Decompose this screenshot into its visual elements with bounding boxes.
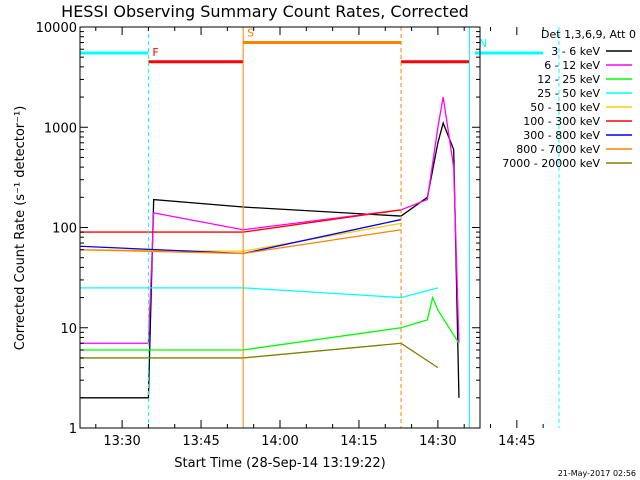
x-tick-label: 14:45 [498,434,535,449]
state-bar-label: N [479,37,487,50]
legend-label: 7000 - 20000 keV [502,157,600,170]
footer-timestamp: 21-May-2017 02:56 [558,469,636,478]
attenuator-state-bars: N F S [80,27,544,64]
series-line [80,121,460,399]
chart-title: HESSI Observing Summary Count Rates, Cor… [61,2,469,21]
y-tick-label: 10 [60,322,77,337]
state-bar-label: S [247,27,254,40]
state-bar-label: F [152,46,158,59]
legend-label: 100 - 300 keV [523,115,600,128]
axes: 1 10 100 1000 10000 13:30 13:45 14:00 14:15 14:30… [36,21,544,449]
x-tick-label: 13:45 [182,434,219,449]
x-axis-label: Start Time (28-Sep-14 13:19:22) [174,456,385,471]
y-axis-label: Corrected Count Rate (s⁻¹ detector⁻¹) [13,106,28,351]
legend-label: 300 - 800 keV [523,129,600,142]
legend-label: 800 - 7000 keV [516,143,600,156]
y-tick-label: 1000 [44,121,77,136]
y-tick-label: 100 [52,222,77,237]
y-tick-label: 10000 [36,21,77,36]
legend-label: 25 - 50 keV [537,87,600,100]
series-line [80,287,439,299]
legend-header: Det 1,3,6,9, Att 0 [541,28,636,41]
legend-label: 12 - 25 keV [537,73,600,86]
y-tick-label: 1 [69,422,77,437]
x-tick-label: 14:00 [261,434,298,449]
x-tick-label: 14:30 [419,434,456,449]
series-line [80,295,460,351]
legend-label: 6 - 12 keV [544,59,600,72]
event-markers [147,27,560,428]
x-tick-label: 13:30 [103,434,140,449]
series-lines [79,96,460,399]
series-line [80,96,460,344]
legend-label: 50 - 100 keV [530,101,600,114]
x-tick-label: 14:15 [340,434,377,449]
series-line [80,342,439,369]
legend-label: 3 - 6 keV [551,45,600,58]
